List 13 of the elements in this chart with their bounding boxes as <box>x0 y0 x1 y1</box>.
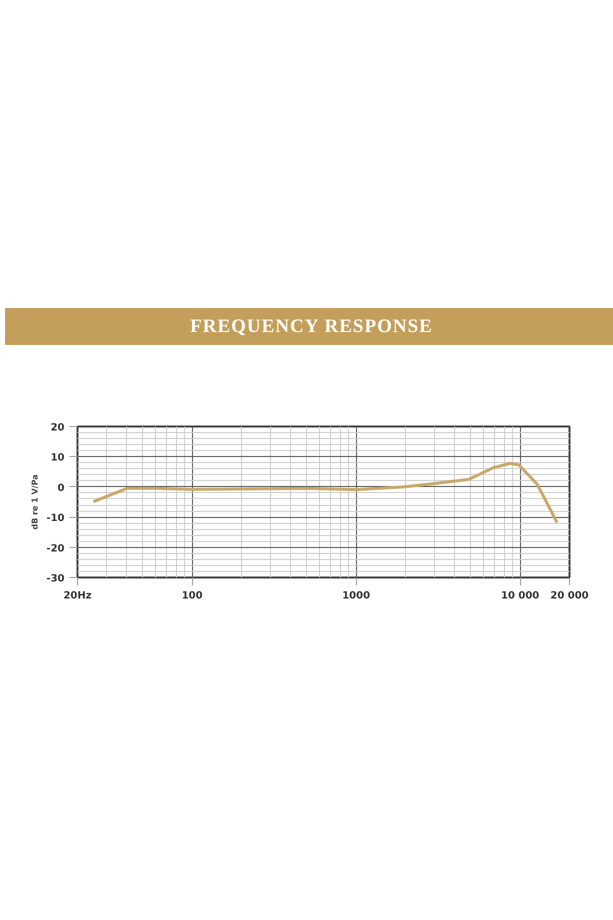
x-tick-label: 1000 <box>342 590 370 602</box>
y-tick-label: 20 <box>50 422 65 434</box>
y-tick-label: 10 <box>50 452 65 464</box>
x-tick-label: 100 <box>182 590 203 602</box>
y-tick-label: -10 <box>46 513 65 524</box>
x-tick-label: 20 000 <box>550 590 589 602</box>
y-tick-label: -30 <box>46 574 65 584</box>
chart-title: FREQUENCY RESPONSE <box>190 315 433 339</box>
x-tick-label: 20Hz <box>63 590 92 602</box>
x-tick-label: 10 000 <box>500 590 540 602</box>
y-tick-label: 0 <box>58 482 65 494</box>
y-axis-title: dB re 1 V/Pa <box>30 474 40 530</box>
y-tick-label: -20 <box>46 543 65 554</box>
